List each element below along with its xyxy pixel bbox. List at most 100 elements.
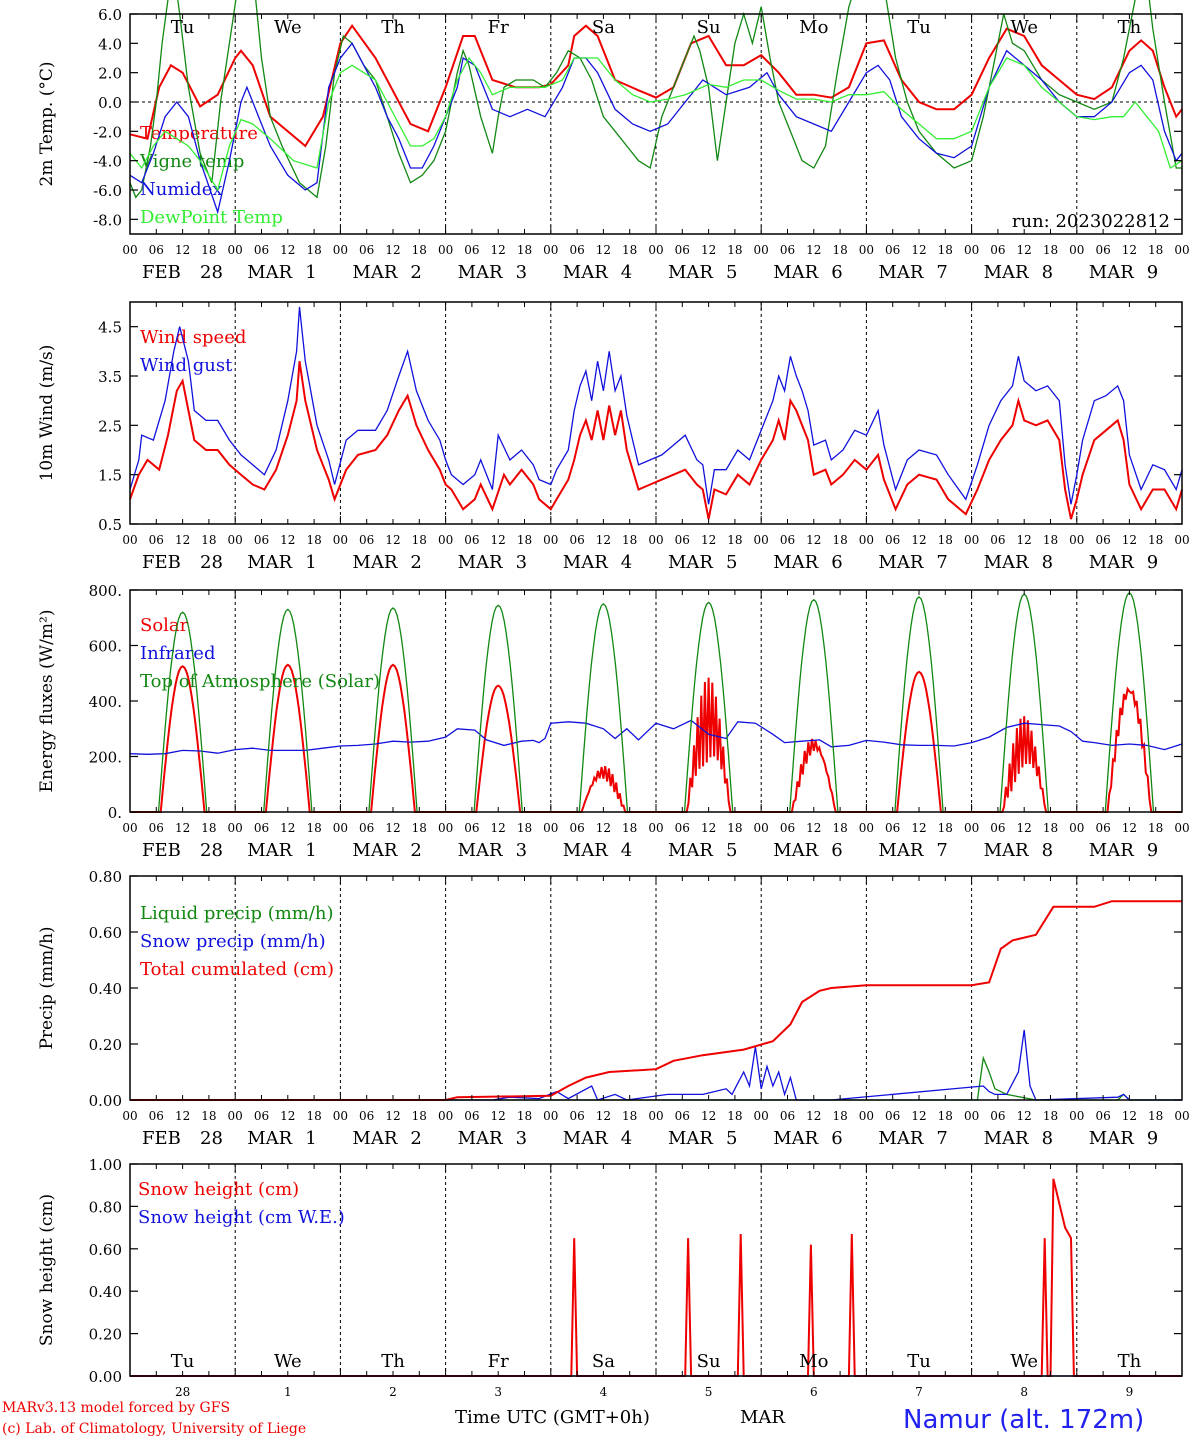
time-axis-label: Time UTC (GMT+0h) [455, 1407, 650, 1428]
hour-tick-label: 18 [832, 1109, 847, 1123]
date-day-label: 1 [305, 1128, 316, 1149]
y-tick-label: -8.0 [93, 211, 122, 229]
date-day-label: 3 [516, 262, 527, 283]
hour-tick-label: 00 [438, 243, 453, 257]
date-month-label: MAR [458, 840, 503, 861]
hour-tick-label: 12 [701, 1109, 716, 1123]
hour-tick-label: 00 [333, 533, 348, 547]
hour-tick-label: 06 [359, 533, 374, 547]
hour-tick-label: 06 [1095, 533, 1110, 547]
day-number-label: 28 [175, 1385, 190, 1399]
y-axis-label: 10m Wind (m/s) [37, 345, 57, 482]
date-month-label: MAR [247, 1128, 292, 1149]
hour-tick-label: 12 [596, 1109, 611, 1123]
hour-tick-label: 00 [1174, 533, 1189, 547]
hour-tick-label: 00 [964, 1109, 979, 1123]
hour-tick-label: 18 [517, 533, 532, 547]
date-month-label: MAR [352, 1128, 397, 1149]
date-month-label: MAR [1089, 552, 1134, 573]
day-name-label: Th [381, 17, 405, 38]
day-name-label: Mo [799, 1351, 828, 1372]
legend-entry: Temperature [140, 123, 258, 144]
date-day-label: 4 [621, 840, 632, 861]
hour-tick-label: 12 [911, 1109, 926, 1123]
date-month-label: MAR [352, 552, 397, 573]
station-label: Namur (alt. 172m) [903, 1405, 1144, 1435]
date-day-label: 28 [200, 840, 223, 861]
panel-5: Snow height (cm) Snow height (cm W.E.) 1.0… [37, 1156, 1183, 1399]
date-day-label: 7 [936, 552, 947, 573]
date-day-label: 7 [936, 840, 947, 861]
date-day-label: 1 [305, 552, 316, 573]
day-number-label: 2 [389, 1385, 397, 1399]
hour-tick-label: 18 [306, 533, 321, 547]
legend-entry: Snow height (cm) [138, 1179, 299, 1200]
hour-tick-label: 18 [517, 1109, 532, 1123]
hour-tick-label: 12 [1017, 533, 1032, 547]
series-dewpoint-temp [129, 56, 1183, 192]
day-name-label: We [1010, 1351, 1038, 1372]
hour-tick-label: 18 [306, 821, 321, 835]
hour-tick-label: 00 [122, 821, 137, 835]
date-day-label: 2 [410, 840, 421, 861]
run-label: run: 2023022812 [1012, 211, 1170, 232]
date-day-label: 2 [410, 552, 421, 573]
date-month-label: MAR [352, 262, 397, 283]
date-day-label: 4 [621, 262, 632, 283]
date-month-label: MAR [247, 262, 292, 283]
date-day-label: 2 [410, 1128, 421, 1149]
hour-tick-label: 18 [622, 243, 637, 257]
legend-entry: Top of Atmosphere (Solar) [140, 671, 380, 692]
day-name-label: Tu [907, 1351, 931, 1372]
hour-tick-label: 06 [464, 243, 479, 257]
hour-tick-label: 18 [306, 243, 321, 257]
y-tick-label: 1.00 [89, 1156, 122, 1174]
hour-tick-label: 18 [1148, 533, 1163, 547]
day-name-label: We [1010, 17, 1038, 38]
y-tick-label: 0.00 [89, 1368, 122, 1386]
day-name-label: Sa [592, 1351, 615, 1372]
hour-tick-label: 12 [806, 533, 821, 547]
hour-tick-label: 00 [754, 821, 769, 835]
legend-entry: Total cumulated (cm) [140, 959, 334, 980]
hour-tick-label: 00 [228, 533, 243, 547]
date-day-label: 1 [305, 262, 316, 283]
date-day-label: 1 [305, 840, 316, 861]
date-month-label: MAR [352, 840, 397, 861]
hour-tick-label: 12 [1017, 243, 1032, 257]
hour-tick-label: 06 [675, 1109, 690, 1123]
panel-1: Temperature Vigne temp Numidex DewPoint Tem… [37, 0, 1190, 283]
date-day-label: 6 [831, 1128, 842, 1149]
hour-tick-label: 00 [648, 1109, 663, 1123]
y-tick-label: 1.5 [98, 467, 122, 485]
date-month-label: MAR [563, 552, 608, 573]
hour-tick-label: 00 [543, 1109, 558, 1123]
hour-tick-label: 06 [675, 533, 690, 547]
hour-tick-label: 00 [438, 821, 453, 835]
date-day-label: 9 [1147, 262, 1158, 283]
hour-tick-label: 06 [990, 1109, 1005, 1123]
hour-tick-label: 18 [1148, 1109, 1163, 1123]
date-month-label: MAR [773, 552, 818, 573]
hour-tick-label: 12 [385, 821, 400, 835]
date-day-label: 8 [1042, 552, 1053, 573]
date-month-label: MAR [1089, 840, 1134, 861]
hour-tick-label: 06 [885, 821, 900, 835]
date-month-label: MAR [878, 1128, 923, 1149]
day-name-label: Tu [171, 1351, 195, 1372]
date-month-label: FEB [142, 552, 181, 573]
date-month-label: MAR [773, 840, 818, 861]
hour-tick-label: 06 [464, 533, 479, 547]
day-number-label: 5 [705, 1385, 713, 1399]
date-day-label: 8 [1042, 840, 1053, 861]
y-tick-label: 0.0 [98, 94, 122, 112]
hour-tick-label: 18 [412, 243, 427, 257]
hour-tick-label: 12 [385, 243, 400, 257]
hour-tick-label: 00 [964, 243, 979, 257]
hour-tick-label: 00 [1174, 1109, 1189, 1123]
hour-tick-label: 12 [1017, 821, 1032, 835]
hour-tick-label: 06 [149, 243, 164, 257]
hour-tick-label: 00 [648, 821, 663, 835]
hour-tick-label: 18 [832, 533, 847, 547]
panel-2: Wind speed Wind gust 4.5 3.5 2.5 1.5 0.5 10m Wi… [37, 301, 1190, 573]
